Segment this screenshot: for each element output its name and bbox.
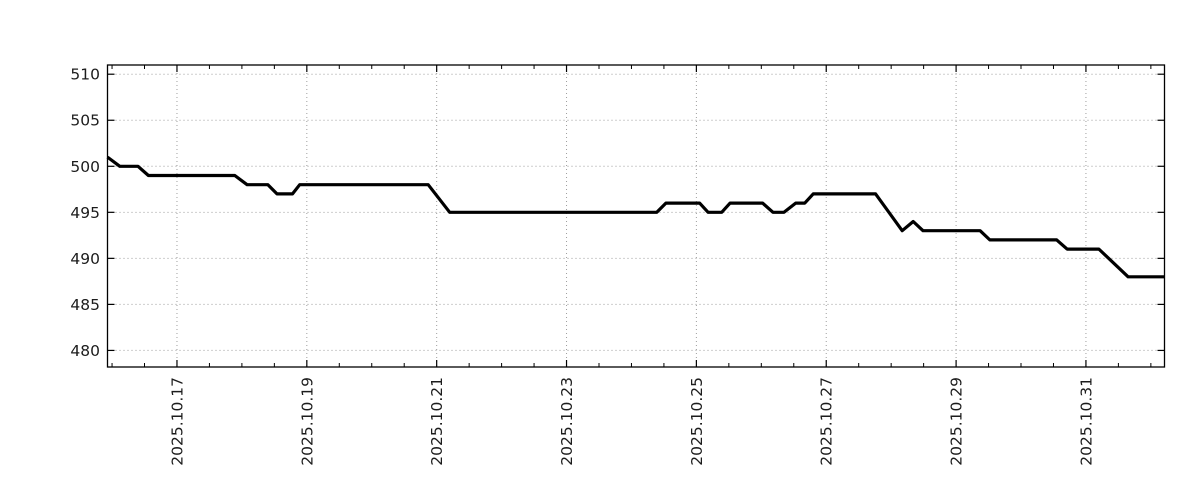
y-tick-label: 500 bbox=[70, 158, 100, 176]
x-tick-label: 2025.10.27 bbox=[818, 377, 836, 466]
data-series-line bbox=[106, 155, 1165, 279]
x-tick-label: 2025.10.17 bbox=[168, 377, 186, 466]
x-tick-label: 2025.10.19 bbox=[298, 377, 316, 466]
plot-frame bbox=[106, 64, 1166, 368]
x-tick-label: 2025.10.31 bbox=[1077, 377, 1095, 466]
x-tick-label: 2025.10.25 bbox=[688, 377, 706, 466]
x-tick-label: 2025.10.23 bbox=[558, 377, 576, 466]
y-tick-label: 505 bbox=[70, 112, 100, 130]
y-tick-label: 495 bbox=[70, 204, 100, 222]
y-tick-label: 490 bbox=[70, 250, 100, 268]
x-tick-label: 2025.10.29 bbox=[948, 377, 966, 466]
y-tick-label: 480 bbox=[70, 342, 100, 360]
x-tick-label: 2025.10.21 bbox=[428, 377, 446, 466]
y-tick-label: 485 bbox=[70, 296, 100, 314]
y-tick-label: 510 bbox=[70, 66, 100, 84]
